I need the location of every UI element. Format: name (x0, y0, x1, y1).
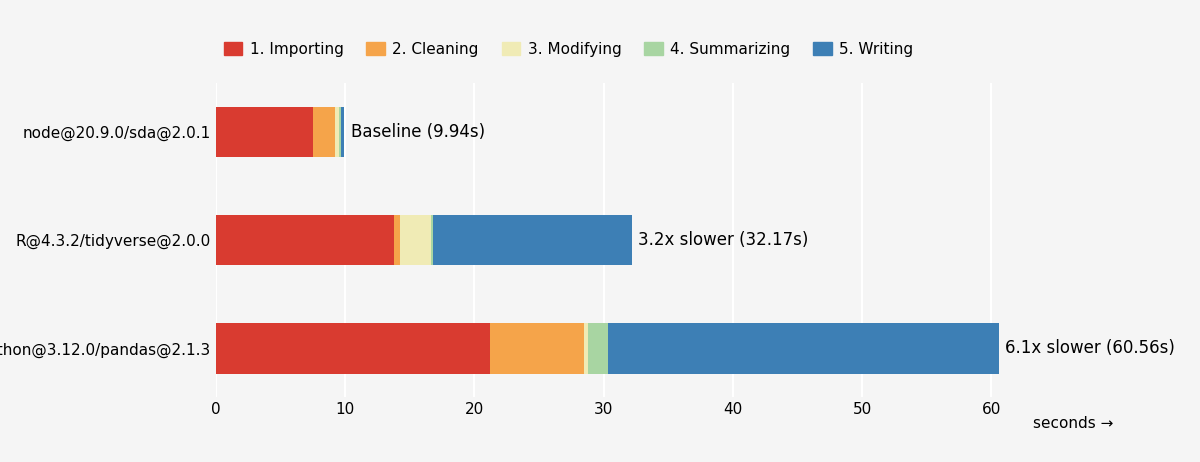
Bar (607, 323, 998, 374)
Bar (313, 107, 335, 157)
Text: 3.2x slower (32.17s): 3.2x slower (32.17s) (638, 231, 809, 249)
Bar (341, 107, 344, 157)
Text: Baseline (9.94s): Baseline (9.94s) (350, 123, 485, 141)
Bar (216, 323, 490, 374)
Bar (340, 107, 341, 157)
Bar (588, 323, 607, 374)
Legend: 1. Importing, 2. Cleaning, 3. Modifying, 4. Summarizing, 5. Writing: 1. Importing, 2. Cleaning, 3. Modifying,… (223, 42, 913, 57)
Bar (433, 215, 631, 265)
Text: 6.1x slower (60.56s): 6.1x slower (60.56s) (1006, 340, 1175, 358)
Bar (216, 107, 313, 157)
Bar (216, 215, 395, 265)
Bar (490, 323, 584, 374)
Bar (431, 215, 433, 265)
X-axis label: seconds →: seconds → (1033, 416, 1112, 431)
Bar (335, 107, 340, 157)
Bar (584, 323, 588, 374)
Bar (395, 215, 400, 265)
Bar (400, 215, 431, 265)
